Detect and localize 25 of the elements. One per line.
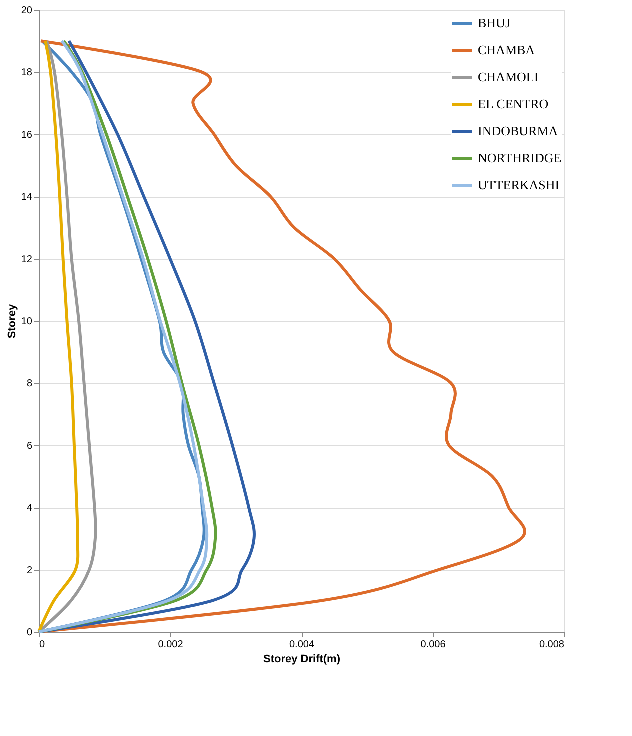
y-tick-label: 2 bbox=[26, 565, 33, 576]
y-tick-label: 10 bbox=[21, 316, 33, 328]
legend-label: CHAMBA bbox=[478, 42, 536, 58]
y-tick-label: 0 bbox=[26, 628, 33, 638]
legend-label: NORTHRIDGE bbox=[478, 150, 562, 166]
y-tick-label: 16 bbox=[21, 130, 33, 141]
x-tick-label: 0.004 bbox=[289, 640, 315, 650]
y-tick-label: 12 bbox=[21, 254, 33, 266]
x-tick-label: 0.008 bbox=[539, 640, 565, 650]
y-tick-label: 6 bbox=[26, 440, 33, 452]
y-tick-label: 8 bbox=[26, 378, 33, 390]
legend-label: BHUJ bbox=[478, 16, 511, 30]
y-axis-title: Storey bbox=[6, 304, 18, 339]
x-tick-label: 0 bbox=[40, 640, 46, 650]
legend-label: CHAMOLI bbox=[478, 70, 539, 84]
legend-label: EL CENTRO bbox=[478, 96, 549, 112]
y-tick-label: 20 bbox=[21, 6, 33, 16]
x-axis-title: Storey Drift(m) bbox=[263, 654, 341, 666]
x-tick-label: 0.006 bbox=[420, 640, 446, 650]
y-tick-label: 4 bbox=[26, 503, 33, 514]
y-tick-label: 18 bbox=[21, 68, 33, 79]
legend-label: UTTERKASHI bbox=[478, 178, 560, 192]
legend-label: INDOBURMA bbox=[478, 124, 559, 138]
x-tick-label: 0.002 bbox=[158, 640, 184, 650]
y-tick-label: 14 bbox=[21, 192, 33, 204]
